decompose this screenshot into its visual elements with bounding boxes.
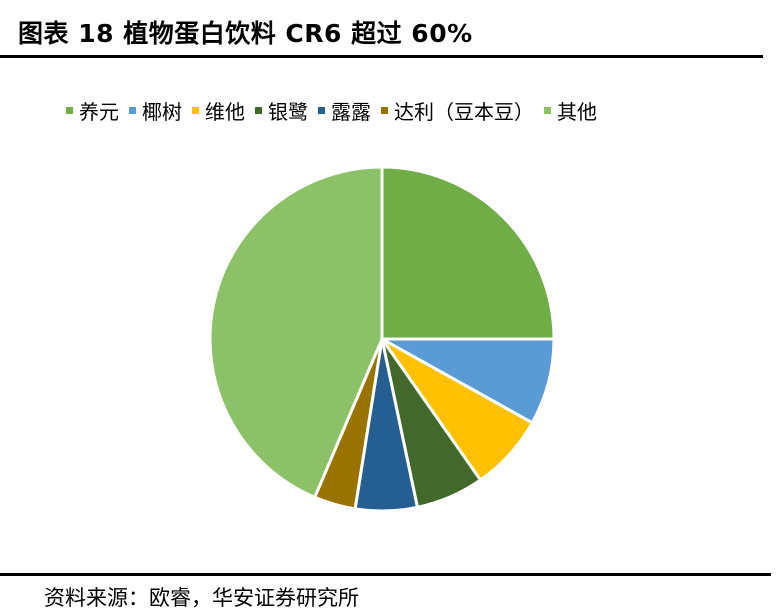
legend-label: 达利（豆本豆） [394,100,534,124]
pie-slice [208,165,384,499]
bottom-rule [0,573,771,576]
chart-legend: 养元 椰树 维他 银鹭 露露 达利（豆本豆） 其他 [66,96,607,125]
source-note: 资料来源：欧睿，华安证券研究所 [44,586,359,610]
legend-item: 露露 [318,96,371,125]
legend-swatch [129,107,136,114]
legend-item: 其他 [544,96,597,125]
legend-label: 露露 [331,100,371,124]
pie-slice [380,337,556,425]
legend-swatch [318,107,325,114]
legend-swatch [381,107,388,114]
legend-swatch [192,107,199,114]
pie-slices [208,165,556,513]
legend-label: 维他 [205,100,245,124]
legend-item: 椰树 [129,96,182,125]
legend-swatch [255,107,262,114]
legend-label: 银鹭 [268,100,308,124]
legend-label: 椰树 [142,100,182,124]
pie-slice [380,165,556,341]
legend-label: 养元 [79,100,119,124]
legend-swatch [66,107,73,114]
legend-item: 维他 [192,96,245,125]
legend-item: 银鹭 [255,96,308,125]
top-rule [0,55,763,58]
legend-label: 其他 [557,100,597,124]
legend-swatch [544,107,551,114]
figure-title: 图表 18 植物蛋白饮料 CR6 超过 60% [18,19,473,48]
legend-item: 达利（豆本豆） [381,96,534,125]
legend-item: 养元 [66,96,119,125]
